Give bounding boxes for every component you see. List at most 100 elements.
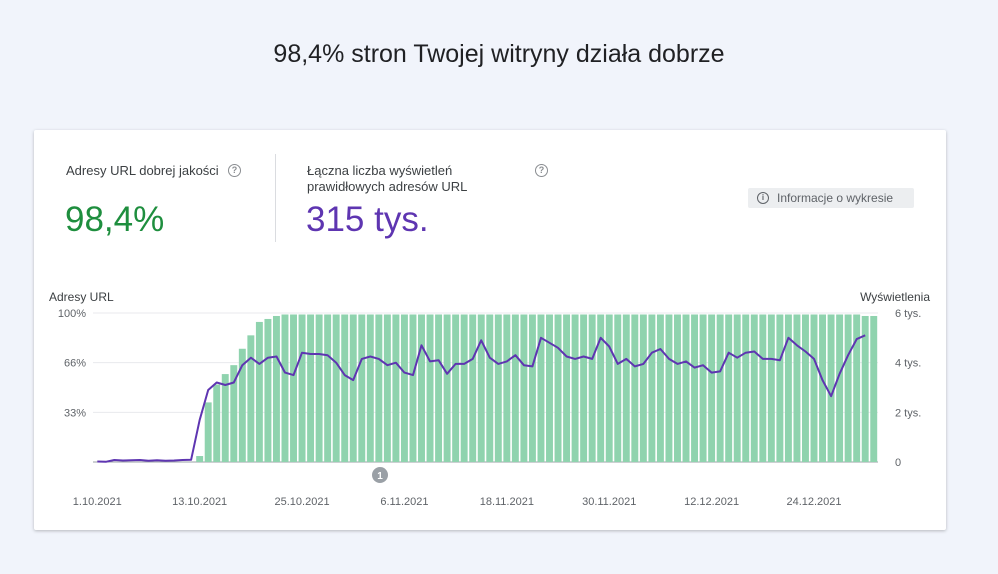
left-axis-title: Adresy URL xyxy=(49,290,114,304)
bar xyxy=(238,348,246,462)
bar xyxy=(486,314,494,462)
bar xyxy=(699,314,707,462)
impressions-value: 315 tys. xyxy=(306,200,429,239)
bar xyxy=(580,314,588,462)
x-axis-tick: 13.10.2021 xyxy=(172,496,227,508)
bar xyxy=(665,314,673,462)
bar xyxy=(836,314,844,462)
bar xyxy=(230,365,238,462)
bar xyxy=(853,314,861,462)
impressions-line xyxy=(97,334,866,463)
bar xyxy=(520,314,528,462)
bar xyxy=(196,456,204,462)
bar xyxy=(742,314,750,462)
left-axis-tick: 33% xyxy=(64,407,86,419)
bar xyxy=(861,315,869,462)
bar xyxy=(802,314,809,462)
bar xyxy=(213,384,221,462)
bar xyxy=(870,315,878,462)
bar xyxy=(290,314,297,462)
bar xyxy=(255,321,263,462)
bar xyxy=(784,314,792,462)
good-urls-label: Adresy URL dobrej jakości xyxy=(66,163,219,178)
right-axis-tick: 0 xyxy=(895,457,901,469)
annotation-label: 1 xyxy=(377,471,383,482)
x-axis-tick: 30.11.2021 xyxy=(582,496,636,508)
metric-divider xyxy=(275,154,276,242)
bar xyxy=(571,314,579,462)
bar xyxy=(452,314,460,462)
bar xyxy=(400,314,408,462)
bar xyxy=(648,314,656,462)
core-web-vitals-card: Adresy URL dobrej jakości ? 98,4% Łączna… xyxy=(34,130,946,530)
bar xyxy=(264,318,272,462)
x-axis-tick: 12.12.2021 xyxy=(684,496,739,508)
bar xyxy=(716,314,724,462)
left-axis-tick: 100% xyxy=(58,308,86,320)
bar xyxy=(546,314,553,462)
chart-info-button-label: Informacje o wykresie xyxy=(777,191,894,205)
x-axis-tick: 24.12.2021 xyxy=(786,496,841,508)
x-axis-tick: 25.10.2021 xyxy=(275,496,330,508)
bar xyxy=(725,314,733,462)
bar xyxy=(324,314,332,462)
bar xyxy=(622,314,630,462)
bar xyxy=(332,314,340,462)
bar xyxy=(272,315,280,462)
bar xyxy=(759,314,767,462)
bar xyxy=(477,314,485,462)
bar xyxy=(204,402,212,462)
x-axis-tick: 1.10.2021 xyxy=(73,496,122,508)
annotation-marker xyxy=(372,467,388,483)
bar xyxy=(375,314,383,462)
bar xyxy=(776,314,784,462)
help-icon[interactable]: ? xyxy=(228,164,241,177)
good-urls-value: 98,4% xyxy=(65,200,165,239)
chart-info-button[interactable]: i Informacje o wykresie xyxy=(748,188,914,208)
bar xyxy=(708,314,716,462)
bar xyxy=(409,314,417,462)
bar xyxy=(750,314,758,462)
bar xyxy=(221,374,229,462)
x-axis-tick: 18.11.2021 xyxy=(480,496,534,508)
bar xyxy=(349,314,357,462)
bar xyxy=(247,335,255,462)
bar xyxy=(605,314,613,462)
bar xyxy=(733,314,741,462)
bar xyxy=(563,314,571,462)
left-axis-tick: 66% xyxy=(64,358,86,370)
bar xyxy=(503,314,511,462)
right-axis-tick: 6 tys. xyxy=(895,308,921,320)
bar xyxy=(639,314,647,462)
bar xyxy=(810,314,818,462)
bar xyxy=(383,314,391,462)
bar xyxy=(691,314,699,462)
bar xyxy=(511,314,519,462)
page-headline: 98,4% stron Twojej witryny działa dobrze xyxy=(273,40,725,68)
bar xyxy=(537,314,545,462)
bar xyxy=(819,314,827,462)
bar xyxy=(315,314,323,462)
help-icon[interactable]: ? xyxy=(535,164,548,177)
chart: Adresy URL Wyświetlenia 100% 66% 33% 6 tys. 4 … xyxy=(49,290,930,508)
info-icon: i xyxy=(757,192,769,204)
bar xyxy=(443,314,451,462)
bar xyxy=(494,314,502,462)
bar xyxy=(460,314,468,462)
bar xyxy=(844,314,852,462)
bar xyxy=(827,314,835,462)
bar xyxy=(392,314,400,462)
right-axis-tick: 4 tys. xyxy=(895,358,921,370)
bar xyxy=(631,314,639,462)
bar xyxy=(358,314,366,462)
bar xyxy=(528,314,536,462)
bar xyxy=(298,314,306,462)
bar xyxy=(281,314,289,462)
bar xyxy=(307,314,315,462)
impressions-label: Łączna liczba wyświetleń prawidłowych ad… xyxy=(307,163,468,194)
x-axis-tick: 6.11.2021 xyxy=(380,496,428,508)
bar xyxy=(435,314,443,462)
bar xyxy=(418,314,425,462)
bar xyxy=(366,314,374,462)
bar xyxy=(682,314,690,462)
